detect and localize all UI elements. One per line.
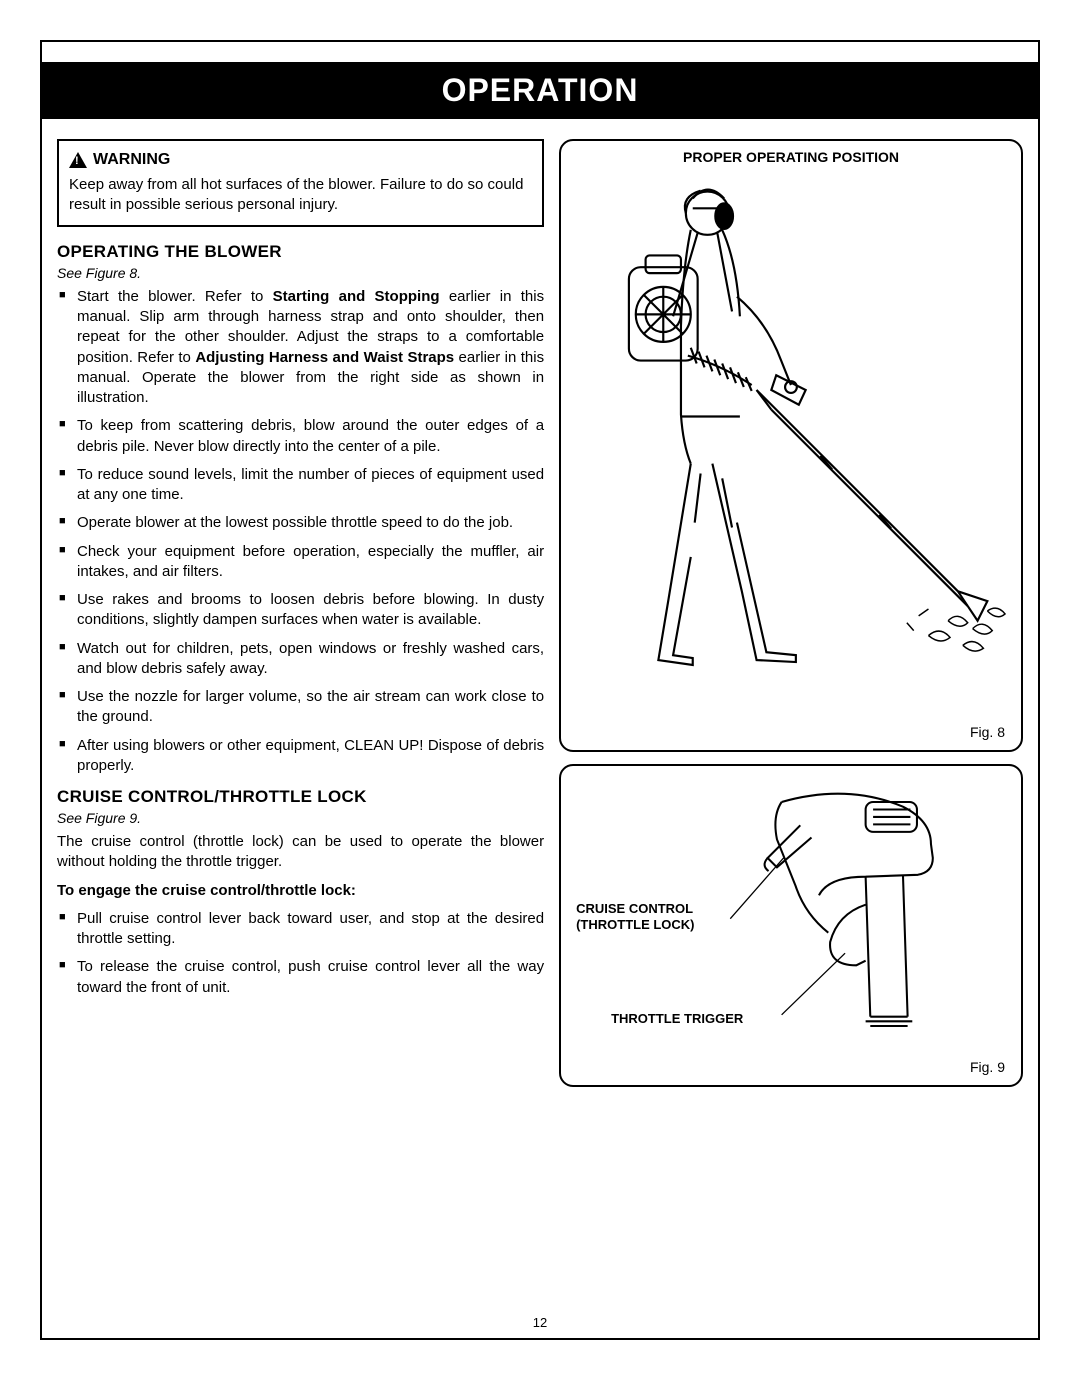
manual-page: OPERATION WARNING Keep away from all hot… (40, 40, 1040, 1340)
page-number: 12 (42, 1315, 1038, 1330)
list-item: After using blowers or other equipment, … (57, 736, 544, 777)
warning-title-row: WARNING (69, 149, 532, 171)
operating-bullets: Start the blower. Refer to Starting and … (57, 287, 544, 776)
figure-8-caption: Fig. 8 (569, 724, 1013, 742)
figure-8-box: PROPER OPERATING POSITION (559, 139, 1023, 752)
figure-8-title: PROPER OPERATING POSITION (569, 149, 1013, 165)
warning-triangle-icon (69, 152, 87, 168)
section-cruise-control-title: CRUISE CONTROL/THROTTLE LOCK (57, 786, 544, 809)
right-column: PROPER OPERATING POSITION (559, 139, 1023, 1099)
bold-ref: Adjusting Harness and Waist Straps (195, 349, 454, 366)
list-item: Watch out for children, pets, open windo… (57, 639, 544, 680)
list-item: Use the nozzle for larger volume, so the… (57, 687, 544, 728)
figure-9-trigger-label: THROTTLE TRIGGER (611, 1011, 743, 1026)
figure-8-illustration (569, 169, 1013, 719)
left-column: WARNING Keep away from all hot surfaces … (57, 139, 544, 1099)
list-item: Check your equipment before operation, e… (57, 542, 544, 583)
figure-9-cruise-label: CRUISE CONTROL (THROTTLE LOCK) (576, 901, 694, 932)
list-item: Use rakes and brooms to loosen debris be… (57, 590, 544, 631)
list-item: To reduce sound levels, limit the number… (57, 465, 544, 506)
warning-label: WARNING (93, 149, 170, 171)
list-item: Pull cruise control lever back toward us… (57, 909, 544, 950)
figure-9-box: CRUISE CONTROL (THROTTLE LOCK) THROTTLE … (559, 764, 1023, 1087)
figure-9-caption: Fig. 9 (569, 1059, 1013, 1077)
text: Start the blower. Refer to (77, 288, 273, 305)
list-item: To release the cruise control, push crui… (57, 957, 544, 998)
cruise-bullets: Pull cruise control lever back toward us… (57, 909, 544, 998)
warning-text: Keep away from all hot surfaces of the b… (69, 175, 532, 216)
content-columns: WARNING Keep away from all hot surfaces … (42, 119, 1038, 1119)
bold-ref: Starting and Stopping (273, 288, 440, 305)
see-figure-9: See Figure 9. (57, 809, 544, 828)
list-item: Start the blower. Refer to Starting and … (57, 287, 544, 409)
see-figure-8: See Figure 8. (57, 264, 544, 283)
page-header: OPERATION (42, 62, 1038, 119)
list-item: Operate blower at the lowest possible th… (57, 513, 544, 533)
cruise-subhead: To engage the cruise control/throttle lo… (57, 881, 544, 901)
section-operating-blower-title: OPERATING THE BLOWER (57, 241, 544, 264)
label-line1: CRUISE CONTROL (576, 901, 693, 916)
label-line2: (THROTTLE LOCK) (576, 917, 694, 932)
warning-box: WARNING Keep away from all hot surfaces … (57, 139, 544, 227)
cruise-intro: The cruise control (throttle lock) can b… (57, 832, 544, 873)
list-item: To keep from scattering debris, blow aro… (57, 416, 544, 457)
